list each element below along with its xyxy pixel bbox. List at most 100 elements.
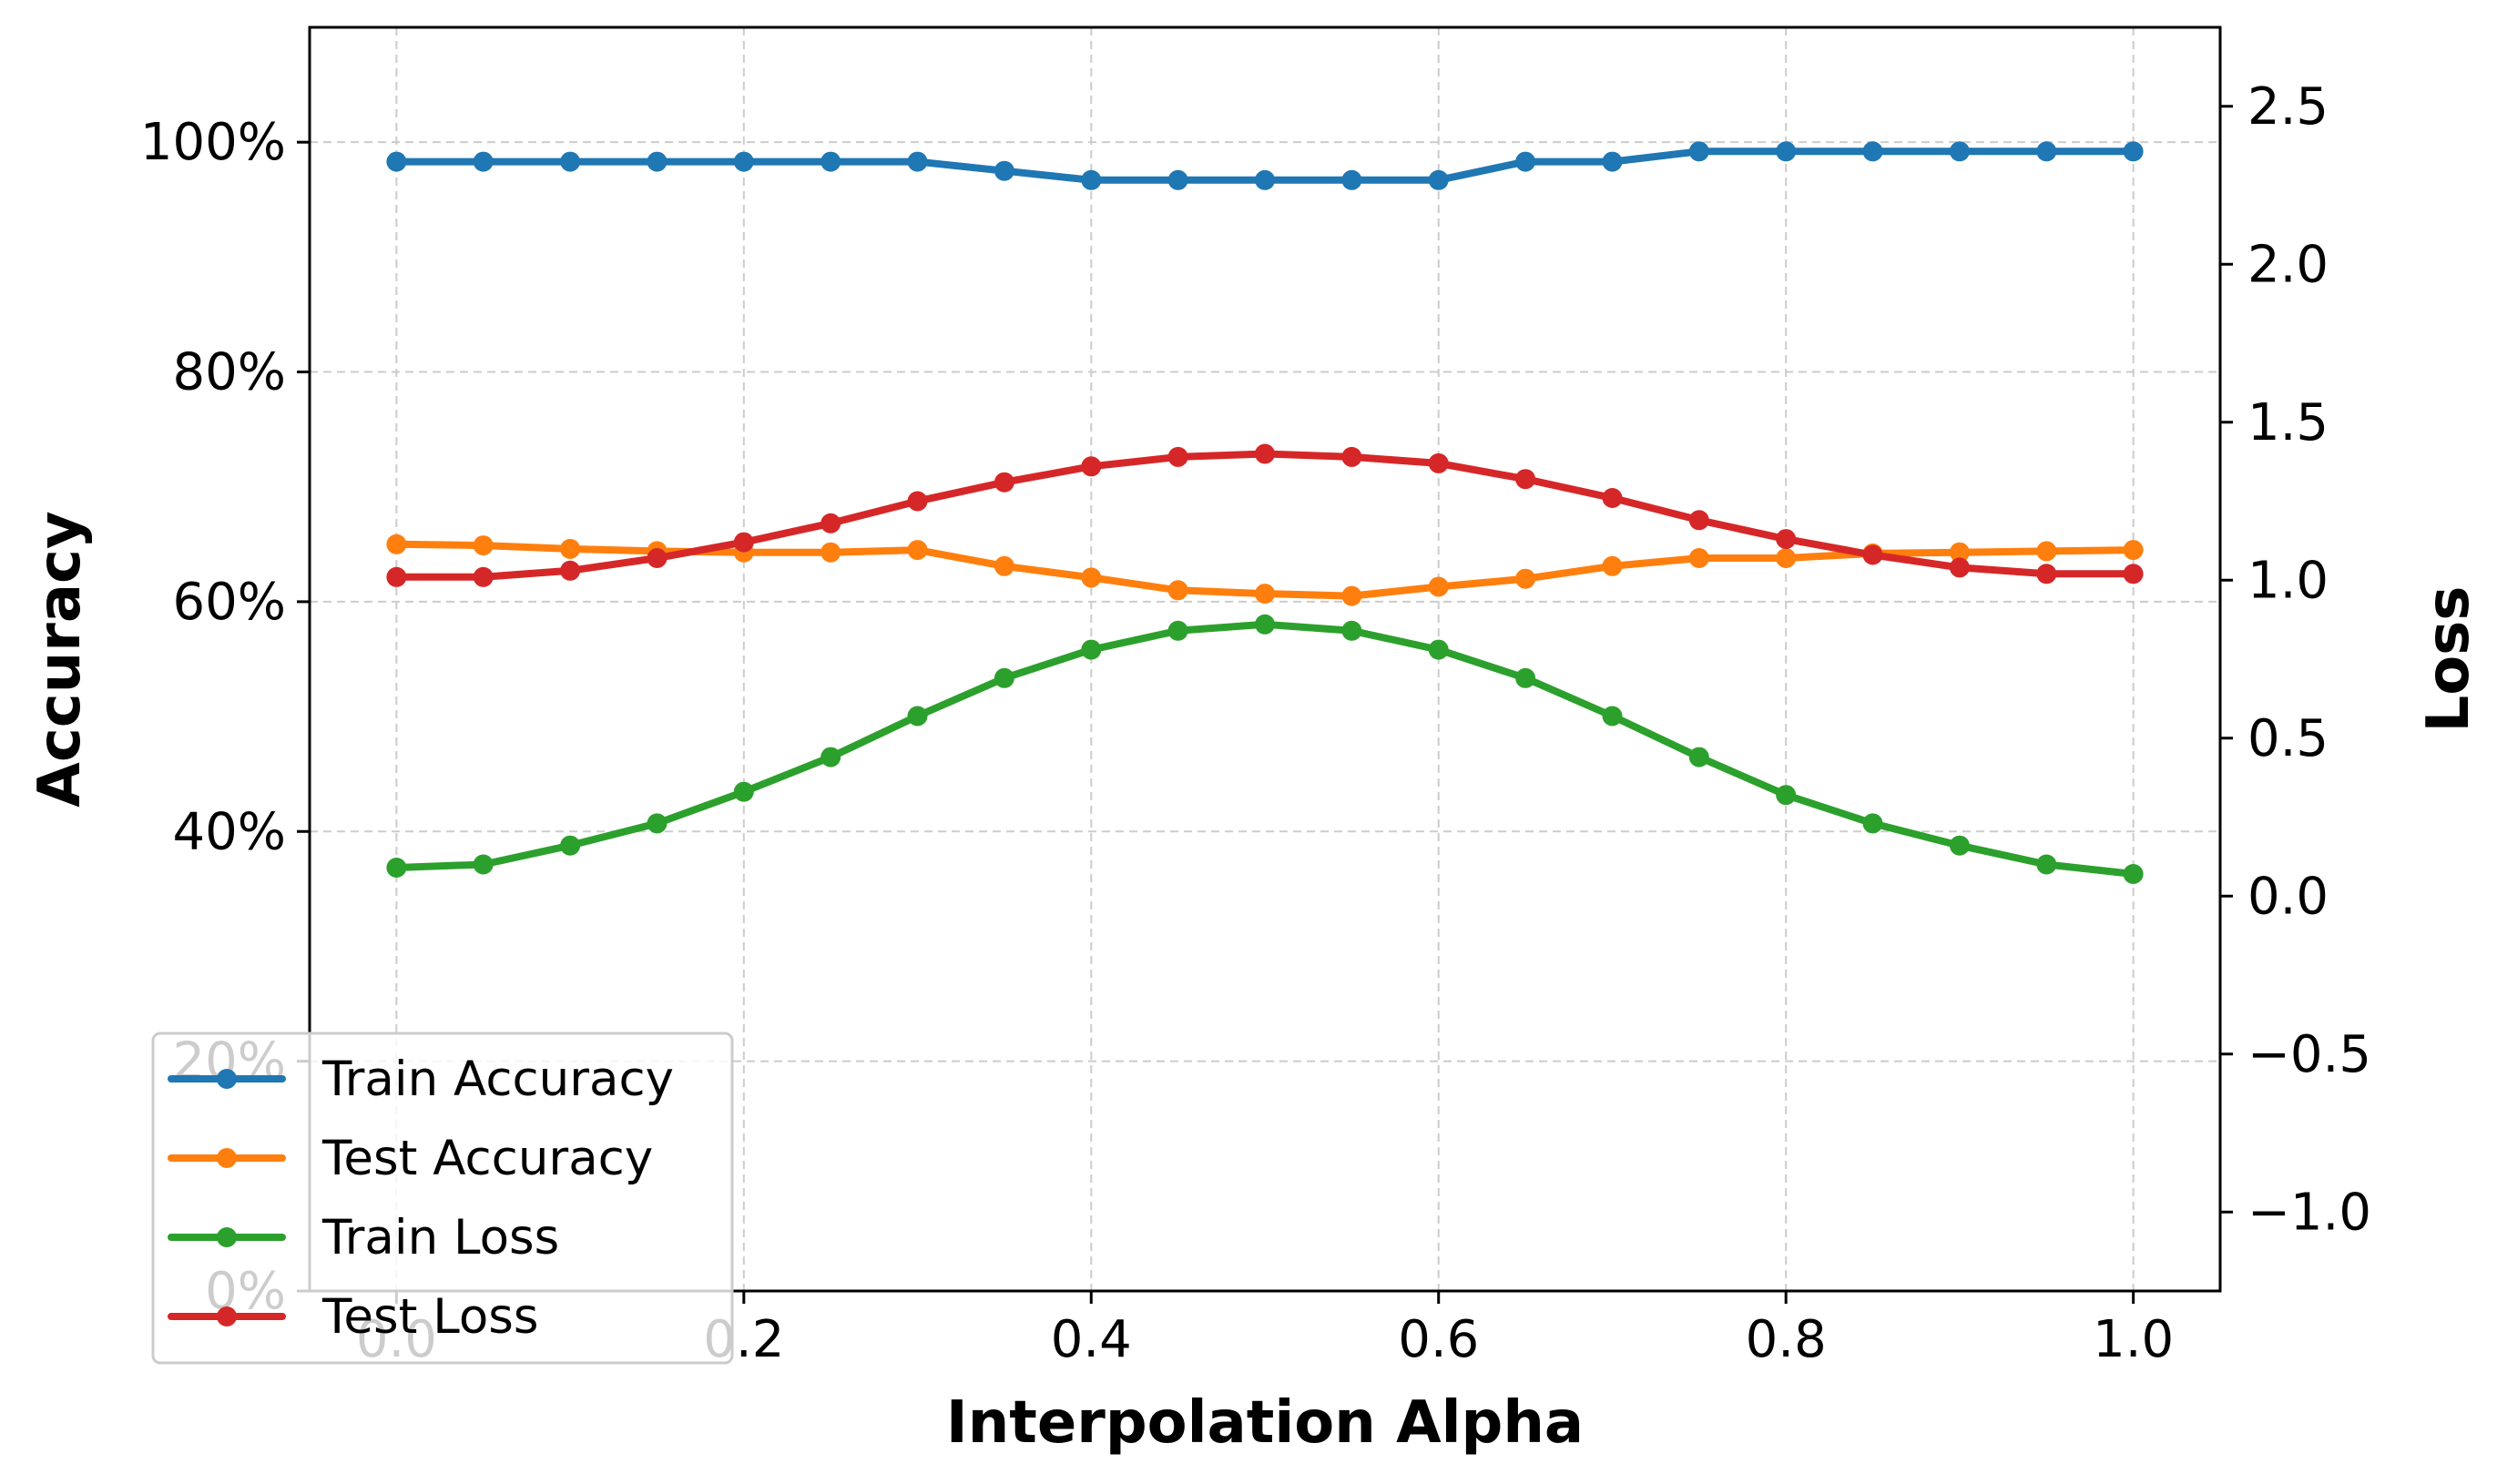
test-accuracy-point-16: [1776, 548, 1797, 568]
train-loss-point-7: [994, 667, 1014, 688]
train-accuracy-point-12: [1428, 169, 1449, 190]
right-y-axis: −1.0 −0.5 0.0 0.5 1.0 1.5 2.0 2.5: [2220, 77, 2371, 1242]
train-accuracy-point-2: [560, 151, 581, 172]
train-loss-point-15: [1688, 747, 1709, 767]
train-loss-point-10: [1255, 614, 1275, 635]
right-tick-label-0: −1.0: [2247, 1183, 2371, 1242]
legend-swatch-marker-1: [217, 1148, 237, 1168]
legend-label-3: Test Loss: [321, 1289, 538, 1345]
test-accuracy-point-14: [1602, 555, 1623, 576]
train-accuracy-point-6: [907, 151, 928, 172]
train-accuracy-point-20: [2123, 141, 2144, 162]
test-accuracy-point-9: [1167, 580, 1188, 601]
test-loss-point-17: [1862, 544, 1883, 565]
test-accuracy-point-0: [386, 534, 407, 554]
test-accuracy-point-10: [1255, 584, 1275, 605]
test-loss-point-12: [1428, 452, 1449, 473]
train-accuracy-point-16: [1776, 141, 1797, 162]
train-loss-point-19: [2036, 854, 2057, 875]
train-accuracy-point-1: [473, 151, 494, 172]
legend: Train Accuracy Test Accuracy Train Loss Tes…: [151, 1032, 734, 1365]
train-accuracy-point-19: [2036, 141, 2057, 162]
legend-box: [151, 1032, 734, 1365]
test-accuracy-point-12: [1428, 576, 1449, 597]
left-tick-label-2: 40%: [173, 802, 286, 861]
train-loss-point-9: [1167, 620, 1188, 641]
test-loss-point-6: [907, 491, 928, 512]
test-accuracy-point-13: [1515, 568, 1536, 589]
left-tick-label-3: 60%: [173, 573, 286, 632]
test-loss-point-1: [473, 566, 494, 587]
legend-item-test-loss: Test Loss: [168, 1289, 538, 1345]
train-loss-point-11: [1341, 620, 1362, 641]
series-test-loss: [386, 443, 2144, 587]
test-loss-point-18: [1949, 557, 1970, 578]
test-loss-point-4: [733, 532, 754, 553]
train-accuracy-point-15: [1688, 141, 1709, 162]
train-loss-point-8: [1081, 639, 1102, 660]
test-accuracy-point-8: [1081, 567, 1102, 588]
test-loss-point-16: [1776, 529, 1797, 550]
test-accuracy-point-18: [1949, 542, 1970, 563]
test-loss-point-14: [1602, 488, 1623, 508]
test-loss-point-7: [994, 472, 1014, 493]
right-tick-label-3: 0.5: [2247, 709, 2329, 768]
right-tick-label-2: 0.0: [2247, 867, 2329, 926]
x-tick-label-3: 0.6: [1398, 1310, 1479, 1369]
train-accuracy-point-5: [820, 151, 841, 172]
test-loss-point-13: [1515, 469, 1536, 490]
train-accuracy-point-11: [1341, 169, 1362, 190]
train-loss-point-16: [1776, 785, 1797, 806]
train-loss-point-1: [473, 854, 494, 875]
left-tick-label-4: 80%: [173, 343, 286, 402]
train-accuracy-point-3: [647, 151, 668, 172]
series-train-accuracy: [386, 141, 2144, 190]
test-accuracy-point-19: [2036, 541, 2057, 562]
train-accuracy-point-17: [1862, 141, 1883, 162]
train-loss-point-17: [1862, 813, 1883, 834]
train-loss-point-14: [1602, 706, 1623, 727]
left-tick-label-5: 100%: [140, 113, 286, 172]
legend-item-test-accuracy: Test Accuracy: [168, 1131, 653, 1186]
legend-item-train-loss: Train Loss: [168, 1210, 559, 1265]
x-tick-label-4: 0.8: [1746, 1310, 1827, 1369]
legend-swatch-marker-2: [217, 1227, 237, 1247]
left-y-axis-label: Accuracy: [26, 511, 94, 807]
train-accuracy-point-13: [1515, 151, 1536, 172]
train-loss-point-12: [1428, 639, 1449, 660]
right-y-axis-label: Loss: [2415, 586, 2482, 733]
train-accuracy-point-8: [1081, 169, 1102, 190]
test-accuracy-point-11: [1341, 585, 1362, 606]
test-accuracy-point-5: [820, 542, 841, 563]
series-train-loss: [386, 614, 2144, 884]
test-loss-point-15: [1688, 510, 1709, 531]
legend-label-0: Train Accuracy: [321, 1052, 674, 1107]
test-loss-point-19: [2036, 564, 2057, 584]
train-accuracy-point-10: [1255, 169, 1275, 190]
train-loss-point-20: [2123, 864, 2144, 884]
train-loss-point-13: [1515, 667, 1536, 688]
train-loss-point-0: [386, 858, 407, 878]
test-accuracy-point-20: [2123, 540, 2144, 561]
test-loss-point-9: [1167, 446, 1188, 467]
test-accuracy-point-1: [473, 535, 494, 556]
train-loss-point-18: [1949, 835, 1970, 856]
test-accuracy-point-15: [1688, 548, 1709, 568]
legend-label-1: Test Accuracy: [321, 1131, 653, 1186]
train-accuracy-point-4: [733, 151, 754, 172]
test-loss-point-3: [647, 548, 668, 568]
right-tick-label-6: 2.0: [2247, 235, 2329, 294]
legend-swatch-marker-3: [217, 1306, 237, 1326]
train-accuracy-point-0: [386, 151, 407, 172]
train-loss-point-3: [647, 813, 668, 834]
train-accuracy-point-7: [994, 160, 1014, 181]
train-loss-point-6: [907, 706, 928, 727]
test-accuracy-point-6: [907, 540, 928, 561]
legend-label-2: Train Loss: [321, 1210, 559, 1265]
test-loss-point-2: [560, 560, 581, 581]
test-loss-point-10: [1255, 443, 1275, 464]
train-accuracy-point-14: [1602, 151, 1623, 172]
x-tick-label-5: 1.0: [2093, 1310, 2174, 1369]
right-tick-label-1: −0.5: [2247, 1025, 2371, 1084]
test-accuracy-point-7: [994, 555, 1014, 576]
